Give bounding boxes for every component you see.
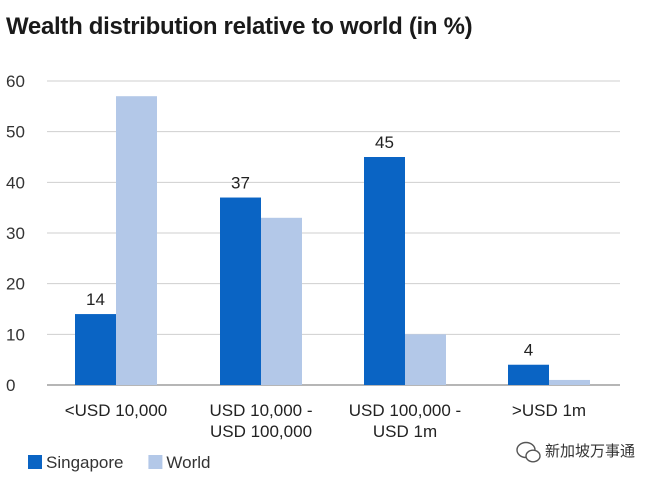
data-labels: 14 37 45 4	[86, 133, 533, 360]
bar-world-3	[549, 379, 590, 385]
watermark-text: 新加坡万事通	[545, 443, 635, 460]
x-category-label: USD 1m	[373, 422, 437, 441]
legend-label-world: World	[166, 453, 210, 472]
x-category-label: USD 100,000 -	[349, 401, 461, 420]
x-category-label: USD 100,000	[210, 422, 312, 441]
y-tick-label: 10	[6, 325, 25, 344]
bar-singapore-1	[220, 197, 261, 385]
data-label: 37	[231, 174, 250, 193]
bar-world-0	[116, 96, 157, 385]
bar-singapore-0	[75, 314, 116, 385]
y-tick-label: 20	[6, 275, 25, 294]
legend-swatch-world	[148, 455, 163, 469]
bar-singapore-2	[364, 157, 405, 385]
y-tick-label: 50	[6, 123, 25, 142]
y-axis-ticks: 0 10 20 30 40 50 60	[6, 72, 25, 395]
bar-world-2	[405, 334, 446, 385]
bars	[75, 96, 590, 385]
y-tick-label: 40	[6, 173, 25, 192]
data-label: 45	[375, 133, 394, 152]
x-category-label: <USD 10,000	[65, 401, 168, 420]
y-tick-label: 0	[6, 376, 15, 395]
legend-swatch-singapore	[28, 455, 42, 469]
bar-world-1	[261, 217, 302, 385]
data-label: 14	[86, 290, 105, 309]
y-tick-label: 60	[6, 72, 25, 91]
y-tick-label: 30	[6, 224, 25, 243]
x-axis-categories: <USD 10,000 USD 10,000 - USD 100,000 USD 10…	[65, 401, 586, 441]
legend: Singapore World	[28, 453, 210, 472]
watermark: 新加坡万事通	[516, 441, 635, 463]
wechat-icon	[516, 441, 541, 463]
x-category-label: USD 10,000 -	[210, 401, 313, 420]
x-category-label: >USD 1m	[512, 401, 586, 420]
chart-title: Wealth distribution relative to world (i…	[6, 13, 473, 40]
bar-singapore-3	[508, 364, 549, 385]
data-label: 4	[524, 341, 533, 360]
legend-label-singapore: Singapore	[46, 453, 124, 472]
